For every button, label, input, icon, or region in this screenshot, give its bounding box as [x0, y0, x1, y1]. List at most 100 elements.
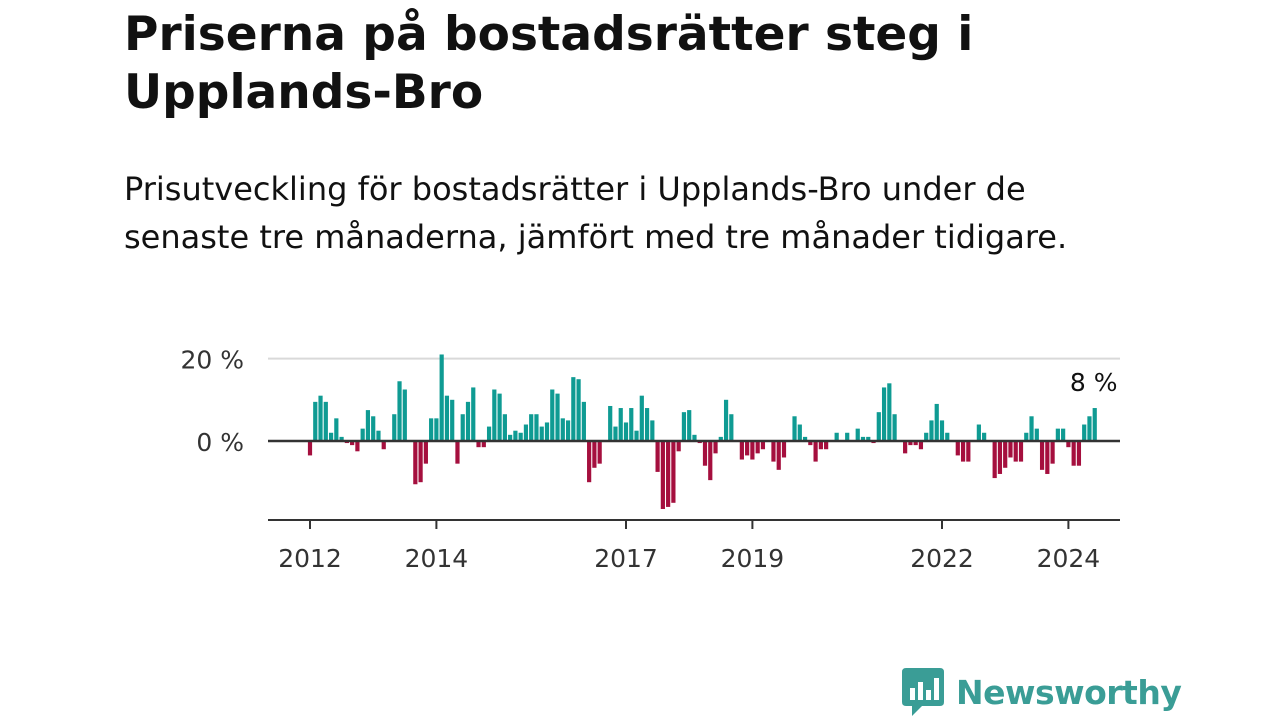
chart-subtitle: Prisutveckling för bostadsrätter i Uppla… [124, 170, 1068, 256]
bar [1039, 441, 1045, 470]
bar [339, 436, 344, 441]
bar [1029, 416, 1034, 441]
bar [497, 393, 502, 441]
bar [1034, 428, 1039, 441]
bar [434, 418, 439, 441]
bar [1013, 441, 1018, 462]
bar [523, 424, 529, 441]
bar [1066, 441, 1071, 448]
bar [824, 441, 829, 450]
bar [650, 420, 655, 441]
bar [687, 410, 692, 441]
bar [745, 441, 750, 456]
bar [418, 441, 423, 483]
bar [360, 428, 365, 441]
bar [597, 441, 602, 464]
bar [760, 441, 766, 450]
bar [1050, 441, 1055, 464]
bar [966, 441, 971, 462]
bar [755, 441, 760, 454]
bar [708, 441, 713, 481]
bar [618, 408, 623, 441]
bar [623, 422, 629, 441]
bar [534, 414, 539, 441]
bar [1055, 428, 1060, 441]
x-tick-label: 2022 [910, 544, 974, 573]
bar [492, 389, 497, 441]
bar [702, 441, 708, 466]
bar [392, 414, 397, 441]
bar [634, 430, 639, 441]
x-tick-label: 2017 [594, 544, 658, 573]
bar [371, 416, 376, 441]
bar [976, 424, 981, 441]
bar [629, 408, 634, 441]
x-tick-label: 2012 [278, 544, 342, 573]
bar [565, 420, 571, 441]
bar [550, 389, 555, 441]
bar [723, 399, 729, 441]
bar [845, 432, 850, 441]
bar [513, 430, 518, 441]
bar [681, 412, 687, 441]
bar [307, 441, 313, 456]
bar [439, 354, 444, 441]
bar [1071, 441, 1076, 466]
bar [413, 441, 418, 485]
bar [476, 441, 481, 448]
bar [465, 401, 471, 441]
brand-name: Newsworthy [956, 672, 1182, 712]
bar [1003, 441, 1008, 468]
bar [655, 441, 660, 472]
bar [808, 441, 813, 446]
bar [1076, 441, 1082, 466]
bar [834, 432, 839, 441]
bar [1045, 441, 1050, 474]
bar [671, 441, 676, 503]
bar [739, 441, 744, 460]
bar [592, 441, 597, 468]
bar [486, 426, 492, 441]
bar [571, 377, 576, 441]
bar [555, 393, 560, 441]
bar [729, 414, 734, 441]
bar [887, 383, 892, 441]
bar [960, 441, 966, 462]
bar [429, 418, 434, 441]
bar [502, 414, 507, 441]
bar [608, 405, 613, 441]
bar [929, 420, 934, 441]
bar [1024, 432, 1029, 441]
bar [508, 434, 513, 441]
bar [587, 441, 592, 483]
bar [955, 441, 960, 456]
bar [539, 426, 544, 441]
bar [797, 424, 802, 441]
bar [397, 381, 402, 441]
bar [1087, 416, 1092, 441]
bar [334, 418, 339, 441]
bar [639, 395, 644, 441]
bar [323, 401, 328, 441]
bar [1092, 408, 1097, 441]
bar [876, 412, 881, 441]
bar [660, 441, 665, 509]
bar [313, 401, 318, 441]
bar [813, 441, 818, 462]
bar [1018, 441, 1024, 462]
bar [982, 432, 987, 441]
newsworthy-logo-icon [902, 668, 944, 716]
bar [666, 441, 671, 507]
bar [1061, 428, 1066, 441]
bar [1082, 424, 1087, 441]
bar [576, 379, 581, 441]
bar [855, 428, 860, 441]
bar [818, 441, 823, 450]
bar [581, 401, 586, 441]
bar [860, 436, 866, 441]
x-tick-label: 2019 [721, 544, 785, 573]
bar [471, 387, 476, 441]
brand[interactable]: Newsworthy [902, 668, 1182, 716]
bar [444, 395, 450, 441]
bar [318, 395, 323, 441]
